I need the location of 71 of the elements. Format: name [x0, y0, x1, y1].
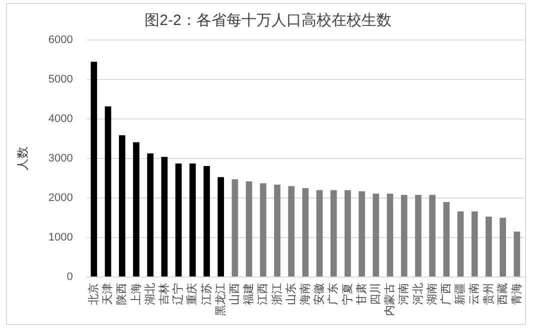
y-tick-label: 5000: [48, 74, 73, 86]
x-tick-label: 湖北: [143, 283, 156, 305]
x-tick-label: 天津: [101, 283, 114, 305]
y-tick-label: 6000: [48, 34, 73, 46]
x-tick-label: 黑龙江: [214, 283, 227, 316]
bar: [204, 166, 210, 276]
bar: [147, 153, 154, 276]
chart-title: 图2-2：各省每十万人口高校在校生数: [144, 12, 392, 30]
bar: [486, 216, 492, 276]
bar: [514, 232, 520, 276]
x-tick-label: 吉林: [157, 283, 170, 305]
x-tick-label: 广东: [326, 283, 340, 305]
bar: [90, 62, 98, 276]
bar: [471, 211, 478, 276]
y-axis-title: 人数: [16, 146, 30, 170]
bar: [400, 194, 408, 276]
x-tick-label: 安徽: [312, 283, 326, 305]
x-tick-label: 浙江: [270, 283, 284, 305]
x-tick-label: 河北: [411, 283, 424, 305]
x-tick-label: 山东: [284, 283, 298, 305]
y-tick-label: 0: [66, 271, 73, 284]
x-tick-label: 北京: [86, 283, 100, 305]
y-tick-label: 2000: [48, 192, 73, 204]
bar: [457, 211, 464, 276]
bar: [260, 183, 266, 276]
bar: [372, 194, 380, 276]
bar: [443, 202, 450, 276]
bar: [500, 218, 506, 276]
bar: [118, 135, 126, 276]
x-tick-label: 海南: [298, 283, 312, 305]
x-tick-label: 云南: [468, 283, 481, 305]
bar: [415, 194, 422, 276]
x-tick-label: 辽宁: [172, 283, 185, 305]
x-tick-label: 河南: [397, 283, 410, 305]
x-tick-label: 甘肃: [354, 283, 368, 305]
y-tick-label: 3000: [48, 152, 73, 165]
x-tick-label: 陕西: [116, 283, 128, 305]
bar: [429, 194, 436, 276]
bar: [232, 179, 238, 276]
bar: [288, 186, 295, 276]
x-tick-label: 湖南: [425, 283, 438, 305]
bar: [189, 163, 196, 276]
x-tick-label: 新疆: [454, 283, 467, 305]
bar: [316, 190, 323, 276]
x-tick-label: 江西: [257, 283, 270, 305]
bar: [330, 190, 337, 276]
bar: [274, 184, 280, 276]
bar: [175, 163, 182, 276]
x-tick-label: 重庆: [186, 283, 199, 305]
bar: [302, 188, 309, 276]
x-tick-label: 宁夏: [340, 283, 354, 305]
x-tick-label: 上海: [129, 283, 142, 305]
x-tick-label: 广西: [439, 283, 452, 305]
x-tick-label: 江苏: [200, 283, 213, 305]
y-tick-label: 1000: [48, 232, 73, 244]
x-tick-label: 山西: [228, 283, 241, 305]
bar: [358, 191, 366, 276]
bar: [386, 194, 394, 276]
bar: [218, 177, 224, 276]
bar: [344, 190, 351, 276]
x-tick-label: 贵州: [482, 283, 495, 305]
bar: [104, 106, 112, 276]
bar: [133, 142, 140, 276]
x-tick-label: 青海: [510, 283, 523, 305]
x-tick-label: 福建: [242, 283, 256, 305]
y-tick-label: 4000: [48, 113, 73, 126]
x-tick-label: 内蒙古: [383, 283, 396, 316]
bar: [246, 181, 252, 276]
x-tick-label: 四川: [368, 283, 382, 305]
bar: [161, 156, 168, 276]
x-tick-label: 西藏: [496, 283, 509, 305]
